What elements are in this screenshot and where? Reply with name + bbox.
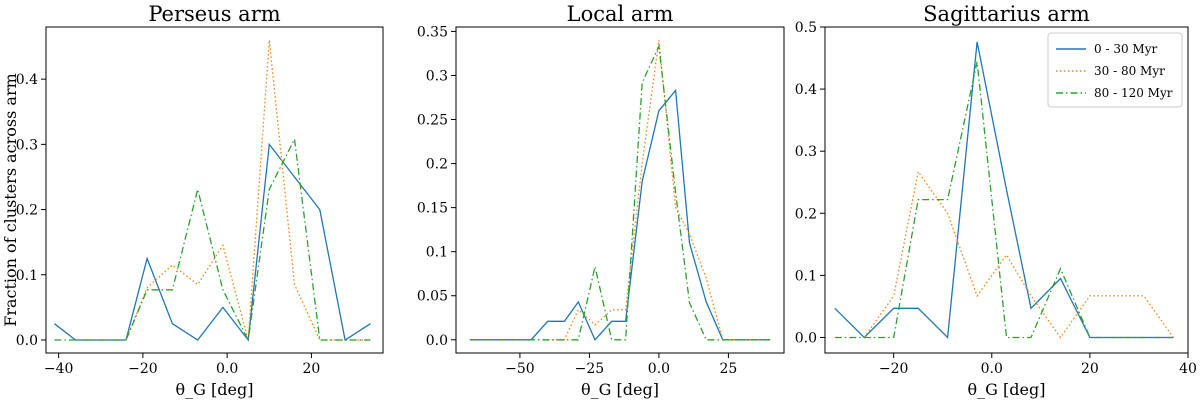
y-tick-label: 0.3: [795, 144, 817, 160]
x-tick-label: 0.0: [648, 361, 670, 377]
series-line-2: [125, 39, 371, 341]
y-tick-label: 0.3: [16, 137, 38, 153]
x-tick-label: −25: [575, 361, 605, 377]
x-axis-label: θ_G [deg]: [176, 380, 254, 399]
x-tick-label: 20: [302, 361, 320, 377]
legend-label: 80 - 120 Myr: [1094, 86, 1173, 100]
x-tick-label: −20: [879, 361, 909, 377]
panel-title: Perseus arm: [148, 2, 280, 26]
x-tick-label: −20: [128, 361, 158, 377]
y-tick-label: 0.25: [417, 113, 448, 129]
y-axis-label: Fraction of clusters across arm: [1, 73, 20, 327]
y-tick-label: 0.5: [795, 20, 817, 36]
series-line-2: [547, 40, 771, 341]
x-axis-label: θ_G [deg]: [968, 380, 1046, 399]
y-tick-label: 0.1: [795, 268, 817, 284]
panel-title: Sagittarius arm: [923, 2, 1090, 26]
series-line-1: [54, 142, 371, 342]
y-tick-label: 0.0: [795, 330, 817, 346]
y-tick-label: 0.1: [16, 268, 38, 284]
y-tick-label: 0.2: [16, 203, 38, 219]
y-tick-label: 0.0: [426, 333, 448, 349]
panel-1: Perseus arm −40 −20 0.0 20 0.0 0.1 0.2 0.3 0.4 θ_G…: [16, 2, 384, 399]
x-axis-label: θ_G [deg]: [581, 380, 659, 399]
legend-box: [1047, 32, 1183, 108]
y-tick-label: 0.0: [16, 333, 38, 349]
legend-label: 0 - 30 Myr: [1094, 42, 1157, 56]
y-tick-label: 0.35: [417, 24, 448, 40]
x-tick-label: 25: [719, 361, 737, 377]
x-tick-label: 40: [1179, 361, 1197, 377]
x-tick-label: 0.0: [216, 361, 238, 377]
axes-frame: [45, 26, 384, 354]
legend: 0 - 30 Myr 30 - 80 Myr 80 - 120 Myr: [1047, 32, 1183, 108]
x-tick-label: −40: [44, 361, 74, 377]
panel-title: Local arm: [567, 2, 674, 26]
y-tick-label: 0.15: [417, 201, 448, 217]
series-line-1: [469, 88, 771, 341]
panel-2: Local arm −50 −25 0.0 25 0.0 0.05 0.1 0.15 0.2 0.2…: [417, 2, 785, 399]
y-tick-label: 0.3: [426, 68, 448, 84]
series-line-3: [834, 61, 1174, 339]
x-tick-label: 0.0: [981, 361, 1003, 377]
y-tick-label: 0.05: [417, 289, 448, 305]
y-tick-label: 0.1: [426, 245, 448, 261]
y-tick-label: 0.4: [795, 82, 817, 98]
y-tick-label: 0.4: [16, 72, 38, 88]
series-line-3: [469, 44, 771, 341]
y-tick-label: 0.2: [426, 157, 448, 173]
y-tick-label: 0.2: [795, 206, 817, 222]
legend-label: 30 - 80 Myr: [1094, 64, 1165, 78]
panels: Perseus arm −40 −20 0.0 20 0.0 0.1 0.2 0.3 0.4 θ_G…: [16, 2, 1197, 399]
panel-3: Sagittarius arm −20 0.0 20 40 0.0 0.1 0.2 0.3 0.4…: [795, 2, 1197, 399]
series-line-2: [863, 170, 1174, 339]
x-tick-label: −50: [505, 361, 535, 377]
axes-frame: [455, 26, 785, 354]
series-line-3: [54, 136, 371, 343]
x-tick-label: 20: [1081, 361, 1099, 377]
axes-frame: [824, 26, 1189, 354]
